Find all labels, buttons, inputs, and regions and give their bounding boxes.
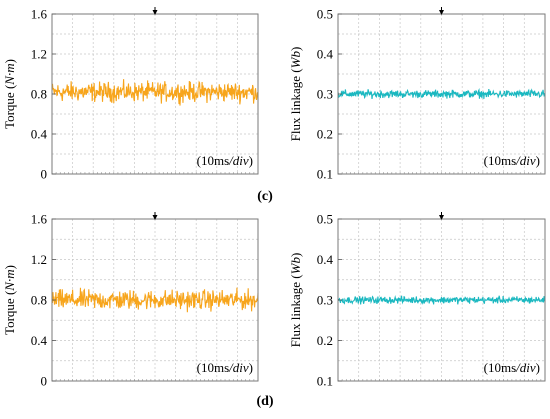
y-axis-label: Torque (N·m) xyxy=(2,59,17,129)
y-tick-label: 1.2 xyxy=(31,47,47,62)
trigger-marker-icon xyxy=(152,10,158,15)
y-tick-label: 0.2 xyxy=(317,127,333,142)
panel-label-c: (c) xyxy=(257,189,273,204)
y-axis-label: Flux linkage (Wb) xyxy=(288,47,303,142)
y-tick-label: 0.4 xyxy=(31,127,48,142)
y-tick-label: 1.6 xyxy=(31,212,48,227)
y-tick-label: 0.1 xyxy=(317,374,333,389)
y-axis-label: Flux linkage (Wb) xyxy=(288,253,303,348)
y-tick-label: 0.3 xyxy=(317,87,333,102)
y-tick-label: 0 xyxy=(41,167,48,182)
y-tick-label: 0.4 xyxy=(317,47,334,62)
y-tick-label: 0.4 xyxy=(317,252,334,267)
chart-3: 0.1 0.2 0.3 0.4 0.5 Flux linkage (Wb) (10ms/di… xyxy=(288,212,546,389)
trigger-marker-icon xyxy=(439,215,444,220)
chart-1: 0.1 0.2 0.3 0.4 0.5 Flux linkage (Wb) (10ms/di… xyxy=(288,7,546,182)
series-line-0 xyxy=(51,79,259,106)
y-tick-label: 0.2 xyxy=(317,333,333,348)
y-tick-label: 0.5 xyxy=(317,212,333,227)
y-tick-label: 0.3 xyxy=(317,293,333,308)
y-tick-label: 0.4 xyxy=(31,333,48,348)
y-tick-label: 0 xyxy=(41,374,48,389)
panel-label-d: (d) xyxy=(256,394,274,409)
chart-2: 0 0.4 0.8 1.2 1.6 Torque (N·m) (10ms/div) xyxy=(2,212,259,389)
trigger-marker-icon xyxy=(439,10,444,15)
time-scale-annotation: (10ms/div) xyxy=(484,153,540,168)
y-tick-label: 0.8 xyxy=(31,87,47,102)
y-tick-label: 1.2 xyxy=(31,252,47,267)
time-scale-annotation: (10ms/div) xyxy=(197,153,253,168)
series-line-0 xyxy=(337,295,546,306)
time-scale-annotation: (10ms/div) xyxy=(197,360,253,375)
chart-0: 0 0.4 0.8 1.2 1.6 Torque (N·m) (10ms/div) xyxy=(2,7,259,182)
y-axis-label: Torque (N·m) xyxy=(2,265,17,335)
trigger-marker-icon xyxy=(152,215,158,220)
series-line-0 xyxy=(51,287,259,313)
series-line-0 xyxy=(337,88,546,100)
y-tick-label: 0.5 xyxy=(317,7,333,22)
y-tick-label: 0.8 xyxy=(31,293,47,308)
y-tick-label: 0.1 xyxy=(317,167,333,182)
y-tick-label: 1.6 xyxy=(31,7,48,22)
time-scale-annotation: (10ms/div) xyxy=(484,360,540,375)
